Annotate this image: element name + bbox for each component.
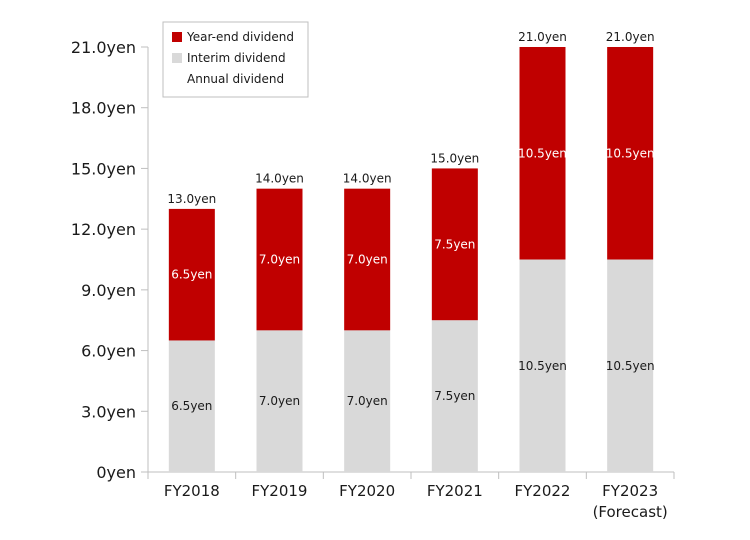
bar-year-end: [607, 47, 654, 260]
bar-interim: [607, 259, 654, 472]
bar-total-label: 21.0yen: [518, 30, 567, 44]
bar-interim: [256, 330, 303, 472]
legend-label: Year-end dividend: [186, 30, 294, 44]
bar-label-year-end: 6.5yen: [171, 268, 212, 282]
bar-interim: [519, 259, 566, 472]
legend-label: Interim dividend: [187, 51, 286, 65]
x-category-label: FY2019: [252, 482, 308, 500]
bar-interim: [168, 340, 215, 472]
bar-total-label: 15.0yen: [430, 151, 479, 165]
y-tick-label: 6.0yen: [81, 342, 136, 361]
bar-label-year-end: 10.5yen: [606, 146, 655, 160]
bar-label-interim: 10.5yen: [518, 359, 567, 373]
bar-year-end: [344, 188, 391, 331]
x-category-sublabel: (Forecast): [593, 503, 668, 521]
bar-total-label: 14.0yen: [255, 172, 304, 186]
x-category-label: FY2018: [164, 482, 220, 500]
bar-label-year-end: 7.0yen: [259, 253, 300, 267]
y-tick-label: 21.0yen: [71, 38, 136, 57]
bar-total-label: 13.0yen: [167, 192, 216, 206]
y-tick-label: 0yen: [96, 463, 136, 482]
bar-year-end: [431, 168, 478, 321]
bar-label-year-end: 10.5yen: [518, 146, 567, 160]
x-category-label: FY2021: [427, 482, 483, 500]
bar-total-label: 21.0yen: [606, 30, 655, 44]
bar-label-interim: 7.0yen: [347, 394, 388, 408]
x-category-label: FY2023: [602, 482, 658, 500]
legend-label: Annual dividend: [187, 72, 284, 86]
y-tick-label: 9.0yen: [81, 281, 136, 300]
x-category-label: FY2022: [515, 482, 571, 500]
bar-label-year-end: 7.0yen: [347, 253, 388, 267]
bar-year-end: [256, 188, 303, 331]
bar-label-interim: 6.5yen: [171, 399, 212, 413]
x-category-label: FY2020: [339, 482, 395, 500]
bar-label-interim: 10.5yen: [606, 359, 655, 373]
bar-label-interim: 7.0yen: [259, 394, 300, 408]
legend-box: [162, 21, 309, 98]
legend-swatch: [172, 53, 182, 63]
y-tick-label: 15.0yen: [71, 159, 136, 178]
bar-interim: [431, 320, 478, 472]
bar-label-year-end: 7.5yen: [434, 237, 475, 251]
bar-year-end: [168, 208, 215, 341]
bar-label-interim: 7.5yen: [434, 389, 475, 403]
y-tick-label: 3.0yen: [81, 402, 136, 421]
bar-total-label: 14.0yen: [343, 172, 392, 186]
bar-interim: [344, 330, 391, 472]
y-tick-label: 18.0yen: [71, 99, 136, 118]
bar-year-end: [519, 47, 566, 260]
legend-swatch: [172, 32, 182, 42]
y-tick-label: 12.0yen: [71, 220, 136, 239]
